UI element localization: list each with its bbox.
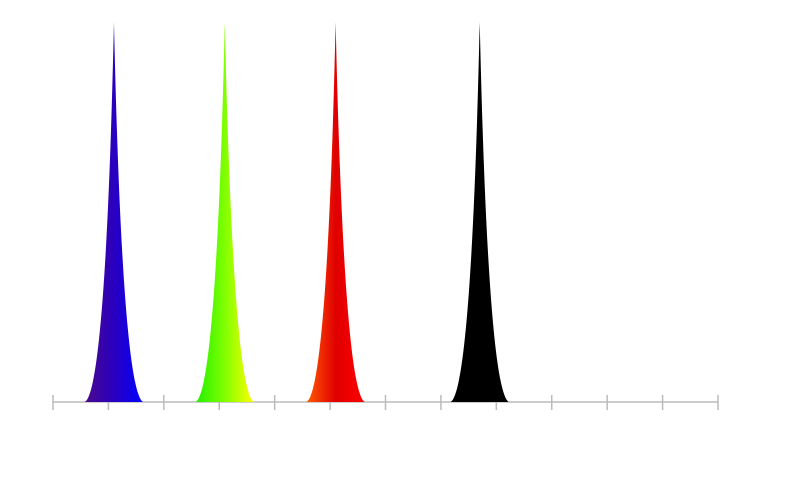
spike <box>84 22 143 402</box>
spike <box>195 22 254 402</box>
spike <box>450 22 509 402</box>
spike <box>306 22 365 402</box>
